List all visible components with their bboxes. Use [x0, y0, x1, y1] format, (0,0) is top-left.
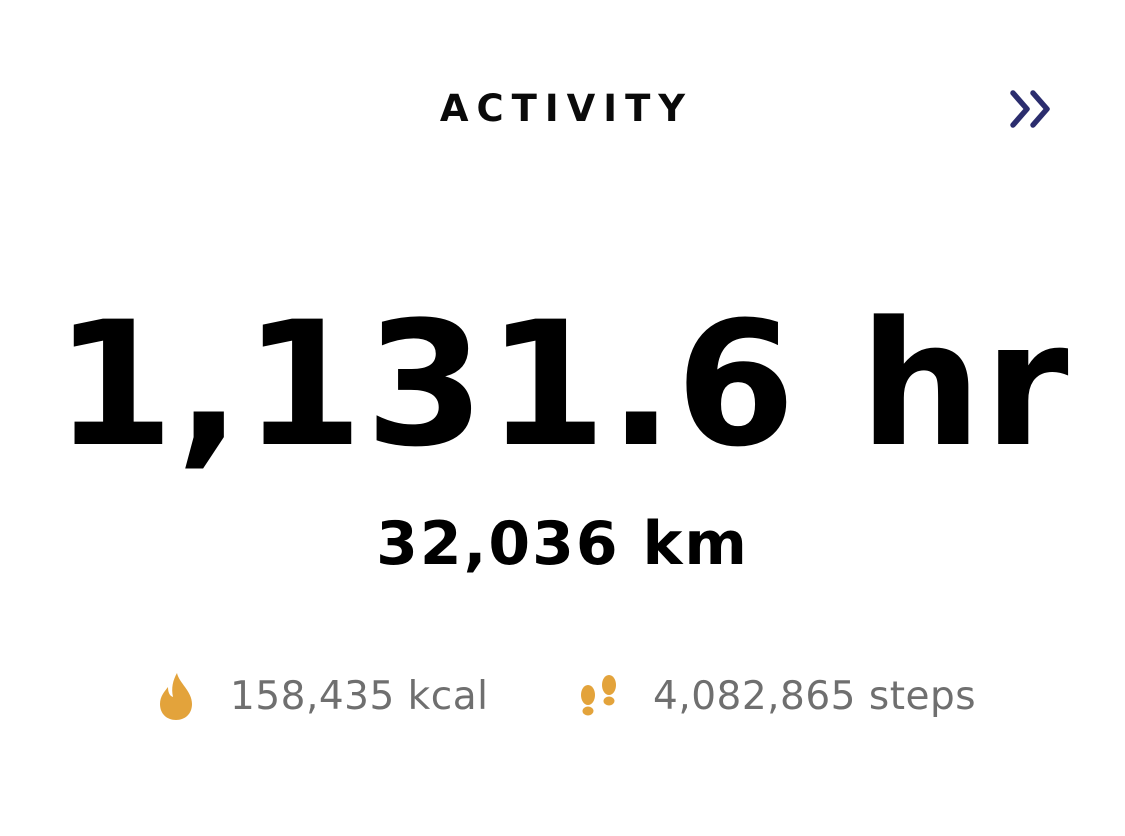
more-button[interactable]: [1002, 82, 1062, 136]
double-chevron-right-icon: [1010, 90, 1050, 128]
footprints-icon: [575, 668, 623, 724]
steps-stat: 4,082,865 steps: [575, 668, 976, 724]
calories-stat: 158,435 kcal: [152, 668, 488, 724]
steps-label: 4,082,865 steps: [653, 673, 977, 719]
stats-row: 158,435 kcal 4,082,865 steps: [0, 668, 1125, 724]
card-title: ACTIVITY: [439, 87, 694, 130]
distance-value: 32,036 km: [376, 509, 749, 579]
flame-icon: [152, 668, 200, 724]
calories-label: 158,435 kcal: [230, 673, 489, 719]
duration-value: 1,131.6 hr: [54, 284, 1071, 485]
